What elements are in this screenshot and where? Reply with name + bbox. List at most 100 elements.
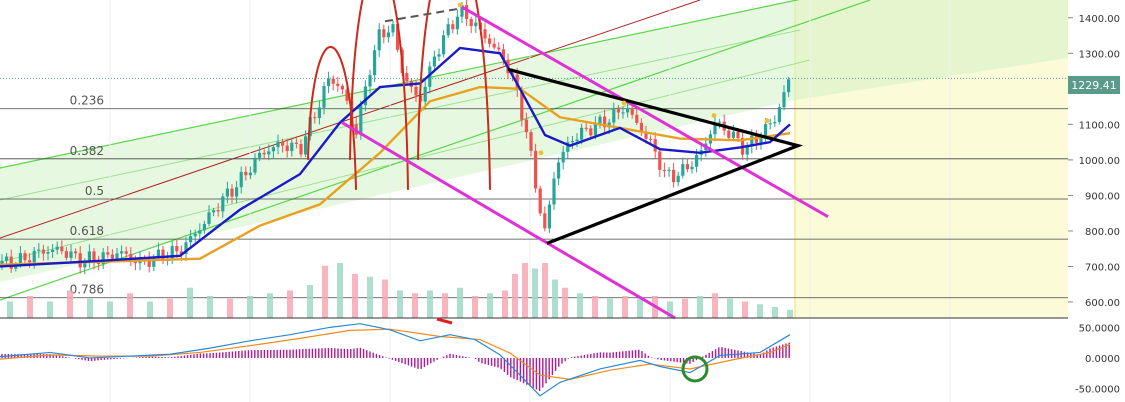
candle-body — [488, 38, 492, 44]
candle-body — [589, 128, 593, 136]
candle-body — [189, 236, 193, 243]
candle-body — [212, 210, 216, 213]
macd-line — [0, 323, 791, 397]
fib-level-label: 0.786 — [70, 283, 104, 297]
channel-inner-upper-line — [0, 29, 801, 201]
signal-dot — [711, 113, 717, 118]
candle-body — [524, 119, 528, 133]
candle-body — [561, 151, 565, 163]
fib-level-label: 0.5 — [85, 184, 104, 198]
candle-body — [593, 123, 597, 136]
candle-body — [672, 169, 676, 183]
candle-body — [455, 16, 459, 30]
macd-pane — [0, 317, 791, 397]
candle-body — [759, 137, 763, 143]
candle-body — [727, 130, 731, 138]
candle-body — [557, 162, 561, 179]
volume-bar — [412, 293, 418, 318]
volume-bar — [322, 265, 328, 318]
candle-body — [294, 142, 298, 144]
candle-body — [538, 188, 542, 214]
volume-bar — [522, 263, 528, 318]
moving-averages — [0, 46, 791, 268]
candle-body — [120, 251, 124, 254]
volume-bar — [592, 296, 598, 318]
pattern-arc — [349, 0, 409, 190]
signal-dot — [538, 150, 544, 156]
volume-bar — [562, 287, 568, 318]
candle-body — [198, 230, 202, 234]
candle-body — [170, 246, 174, 259]
volume-bar — [532, 268, 538, 318]
candle-body — [676, 175, 680, 183]
candle-body — [276, 141, 280, 148]
candle-body — [474, 22, 478, 27]
volume-bar — [757, 304, 763, 318]
price-tick-label: 900.00 — [1085, 191, 1120, 202]
candle-body — [92, 251, 96, 263]
candle-body — [281, 141, 285, 146]
candle-body — [603, 116, 607, 128]
candle-body — [175, 246, 179, 252]
candle-body — [322, 86, 326, 108]
fib-level-label: 0.382 — [70, 144, 104, 158]
fib-level-label: 0.618 — [70, 224, 104, 238]
signal-dot — [764, 118, 770, 124]
candle-body — [497, 47, 501, 50]
price-tick-label: 1400.00 — [1079, 14, 1120, 25]
volume-bar — [682, 298, 688, 318]
candle-body — [396, 24, 400, 50]
candle-body — [340, 85, 344, 90]
macd-tick-label: -50.0000 — [1075, 385, 1120, 396]
volume-bar — [787, 309, 793, 318]
macd-tick-label: 0.0000 — [1085, 354, 1120, 365]
candle-body — [230, 188, 234, 197]
candle-body — [718, 121, 722, 123]
volume-bar — [107, 301, 113, 318]
candle-body — [101, 252, 105, 265]
volume-bar — [697, 296, 703, 318]
signal-dot — [457, 2, 463, 8]
candle-body — [432, 56, 436, 67]
candle-body — [23, 253, 27, 261]
candle-body — [529, 132, 533, 151]
volume-bar — [512, 274, 518, 318]
candle-body — [317, 107, 321, 119]
candle-body — [161, 249, 165, 262]
volume-bar — [207, 296, 213, 318]
candle-body — [451, 24, 455, 30]
candle-body — [658, 151, 662, 170]
candle-body — [64, 251, 68, 258]
candle-body — [253, 157, 257, 173]
volume-bar — [167, 298, 173, 318]
candle-body — [235, 187, 239, 197]
candle-body — [87, 251, 91, 261]
candle-body — [28, 260, 32, 263]
candle-body — [612, 109, 616, 123]
candle-body — [391, 24, 395, 33]
candle-body — [244, 171, 248, 176]
volume-bar — [287, 290, 293, 318]
volume-bar — [67, 290, 73, 318]
volume-bar — [472, 296, 478, 318]
volume-bar — [127, 293, 133, 318]
volume-bar — [457, 287, 463, 318]
volume-bars — [7, 263, 793, 318]
volume-bar — [607, 298, 613, 318]
volume-bar — [772, 307, 778, 318]
price-tick-label: 700.00 — [1085, 262, 1120, 273]
candle-body — [156, 249, 160, 258]
candle-body — [423, 86, 427, 102]
candle-body — [37, 249, 41, 251]
last-price-label: 1229.41 — [1071, 79, 1117, 92]
candle-body — [543, 213, 547, 229]
candle-body — [368, 75, 372, 87]
volume-bar — [542, 263, 548, 318]
signal-dot — [621, 100, 627, 106]
candle-body — [313, 117, 317, 119]
macd-axis: 50.0000 0.0000 -50.0000 — [1075, 323, 1120, 395]
price-tick-label: 600.00 — [1085, 298, 1120, 309]
candle-body — [736, 131, 740, 139]
candle-body — [731, 131, 735, 138]
